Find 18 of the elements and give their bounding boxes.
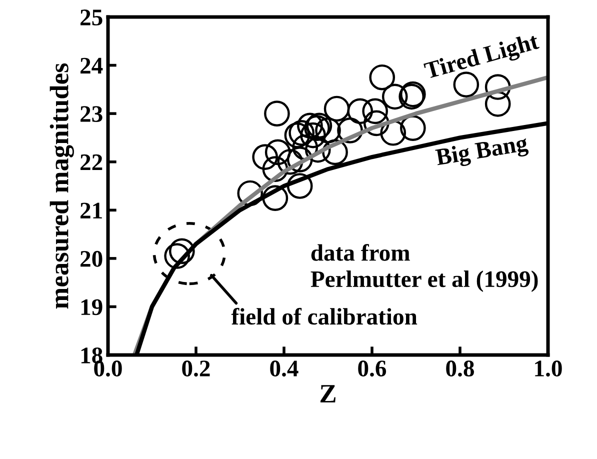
y-tick-label: 25 [80, 10, 102, 26]
x-tick-label: 0.8 [446, 360, 474, 377]
text: Big Bang [434, 134, 530, 170]
text: Tired Light [423, 32, 541, 84]
annotation: data from Perlmutter et al (1999) [310, 244, 538, 292]
y-axis-title: measured magnitudes [50, 63, 74, 309]
y-tick-label: 19 [81, 299, 102, 316]
x-tick-label: 0.6 [358, 360, 386, 377]
x-tick-label: 0.2 [182, 360, 210, 377]
annotation: field of calibration [231, 308, 418, 325]
y-tick-label: 20 [80, 250, 102, 267]
y-tick-label: 24 [80, 58, 103, 74]
x-tick-label: 1.0 [535, 360, 562, 377]
y-tick-label: 23 [80, 106, 102, 122]
x-tick-label: 0.4 [270, 360, 298, 377]
y-tick-label: 21 [80, 202, 102, 218]
x-axis-title: Z [320, 385, 336, 402]
y-tick-label: 22 [80, 154, 102, 170]
